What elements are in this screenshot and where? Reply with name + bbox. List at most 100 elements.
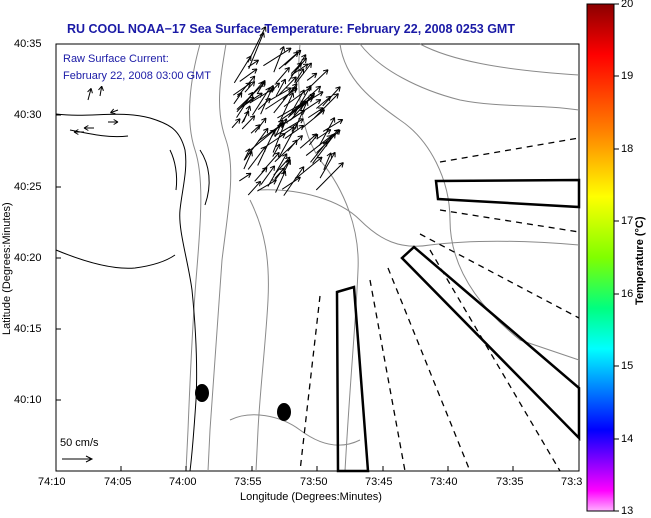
current-vector-head [300, 118, 304, 124]
current-vector-head [249, 80, 255, 84]
current-vector [306, 72, 318, 81]
current-vector [282, 86, 297, 101]
current-vector-head [326, 135, 332, 137]
current-vector-head [238, 118, 241, 124]
current-vector [316, 129, 332, 140]
x-axis-label: Longitude (Degrees:Minutes) [240, 491, 382, 503]
current-vector [239, 68, 258, 82]
radar-sectors [335, 178, 581, 473]
current-vector-head [272, 85, 275, 91]
y-tick: 40:15 [14, 323, 42, 335]
current-vector [242, 92, 263, 107]
current-vector-head [286, 118, 288, 124]
current-vector [287, 139, 298, 152]
current-vector [275, 67, 290, 84]
current-vector-head [336, 93, 339, 99]
current-vector-head [281, 122, 285, 128]
current-vector [263, 47, 292, 67]
current-vector-head [251, 151, 253, 157]
current-vector [247, 26, 267, 63]
y-tick: 40:20 [14, 252, 42, 264]
current-vector-head [317, 156, 323, 159]
current-vector [264, 133, 286, 148]
current-vector-head [258, 81, 264, 85]
plot-frame [55, 43, 580, 472]
current-vector-head [335, 86, 341, 89]
current-vector-head [338, 86, 341, 92]
y-tick: 40:35 [14, 38, 42, 50]
x-tick: 74:00 [169, 476, 197, 488]
current-vector-head [284, 67, 290, 70]
current-vector [265, 88, 298, 110]
current-vector-head [249, 75, 255, 79]
current-vector-head [101, 85, 104, 92]
current-vector [289, 104, 304, 115]
current-vector-head [322, 141, 328, 144]
current-vector [250, 124, 261, 134]
current-vector-head [277, 82, 280, 88]
current-vector-head [297, 177, 301, 182]
x-tick: 73:3 [561, 476, 583, 488]
scale-label: 50 cm/s [60, 437, 99, 449]
current-vector [241, 115, 256, 130]
current-vector [273, 118, 304, 137]
current-vector-head [235, 118, 241, 121]
current-vector-head [292, 83, 298, 86]
current-vector-head [244, 110, 249, 115]
current-vector-head [249, 115, 255, 118]
current-vector-head [245, 148, 250, 153]
current-vector-head [335, 129, 341, 132]
colorbar-tick: 20 [621, 0, 634, 10]
current-vector-head [261, 26, 266, 30]
current-vector [249, 87, 275, 104]
current-vector-head [288, 87, 292, 93]
current-vector [270, 82, 280, 93]
current-vector [284, 125, 304, 139]
current-vector-head [328, 96, 332, 102]
current-vector-head [90, 88, 93, 94]
current-vector-head [280, 123, 283, 129]
current-vector-head [260, 81, 266, 84]
current-vector [247, 146, 266, 170]
current-vector-head [245, 105, 251, 110]
chart-title: RU COOL NOAA−17 Sea Surface Temperature:… [67, 22, 515, 36]
current-vector-head [285, 159, 291, 163]
current-vector-head [338, 162, 344, 165]
current-vector-head [318, 86, 322, 92]
current-vector [233, 92, 243, 105]
current-vector [241, 110, 250, 124]
current-vector-head [254, 68, 258, 74]
current-vector [318, 117, 335, 146]
current-vector-head [279, 167, 285, 170]
current-vector [254, 167, 268, 182]
current-vector-head [297, 135, 303, 138]
current-vector-head [253, 76, 256, 82]
current-vector-head [277, 152, 280, 158]
current-vector-head [300, 62, 303, 68]
colorbar-ticks [614, 3, 619, 512]
current-vector-head [273, 165, 276, 171]
current-vector-head [295, 49, 301, 52]
current-legend-line2: February 22, 2008 03:00 GMT [63, 70, 211, 82]
current-vector-head [87, 88, 92, 93]
current-vector-head [330, 132, 336, 136]
current-vector [261, 152, 280, 173]
current-vector-head [248, 91, 254, 96]
current-vector [237, 75, 256, 97]
y-axis-label: Latitude (Degrees:Minutes) [1, 202, 13, 335]
current-vector [243, 151, 253, 170]
current-vector-head [255, 180, 261, 184]
current-vector [308, 134, 319, 146]
current-vector-head [110, 108, 115, 114]
x-tick: 74:05 [104, 476, 132, 488]
current-vector-head [328, 129, 332, 135]
current-vector-head [315, 85, 321, 88]
current-vector-head [298, 68, 304, 72]
current-vector-head [333, 93, 339, 96]
current-vector-head [261, 117, 267, 121]
current-vector-head [318, 99, 322, 105]
current-vector-head [288, 67, 290, 73]
current-vector-head [268, 85, 274, 89]
current-vector-head [298, 50, 302, 56]
current-vector [275, 170, 286, 193]
